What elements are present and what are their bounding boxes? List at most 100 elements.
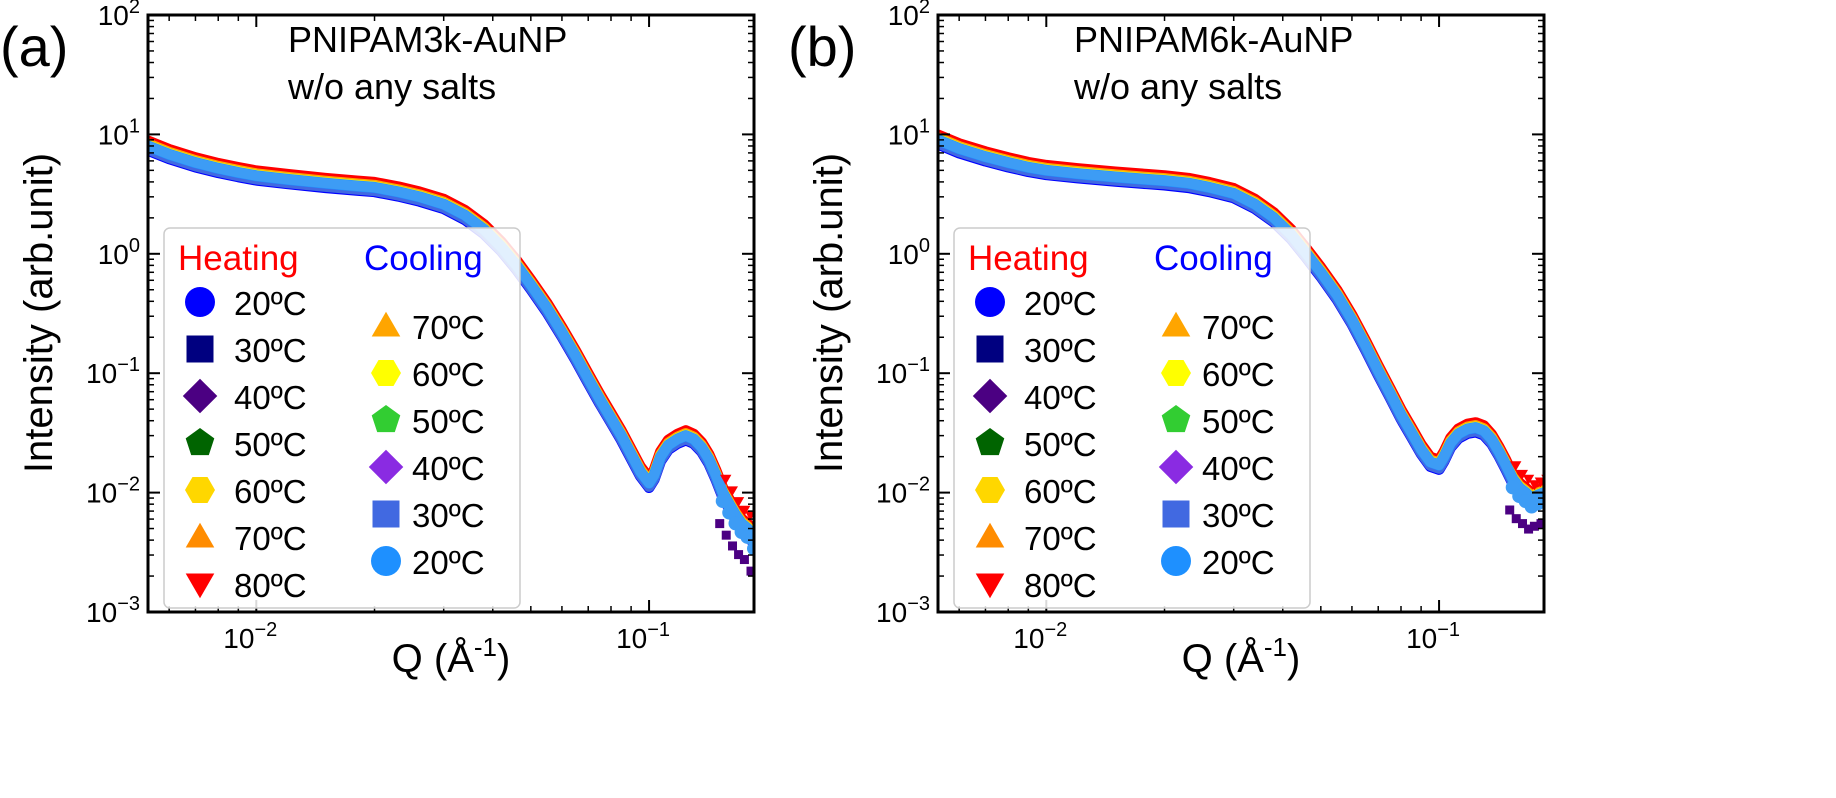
legend-marker-diamond (1158, 449, 1194, 485)
legend-box (953, 227, 1311, 609)
chart-title-line: PNIPAM6k-AuNP (1074, 19, 1353, 60)
legend-marker-diamond (972, 378, 1008, 414)
legend-heading-cooling: Cooling (364, 239, 483, 278)
y-axis-label: Intensity (arb.unit) (17, 153, 61, 473)
legend-entry-cooling: 30ºC (412, 497, 485, 534)
legend-marker-triangle-down (185, 573, 215, 599)
data-point (746, 566, 754, 576)
data-point (1534, 477, 1544, 488)
legend-marker-hexagon (975, 477, 1005, 503)
data-point (1529, 521, 1539, 531)
legend-entry-heating: 50ºC (234, 426, 307, 463)
x-axis-label-superscript: -1 (474, 632, 497, 662)
plot-frame (146, 13, 756, 614)
legend-entry-cooling: 70ºC (412, 309, 485, 346)
legend-heading-heating: Heating (968, 239, 1089, 278)
legend-marker-pentagon (1161, 405, 1191, 433)
legend-entry-heating: 40ºC (1024, 379, 1097, 416)
legend: Heating Cooling 20ºC 30ºC 40ºC 50ºC 60ºC 70ºC 80… (953, 227, 1311, 609)
x-axis-label: Q (Å-1) (1182, 632, 1301, 681)
panel-label: (a) (0, 15, 68, 78)
y-tick-label-base: 10 (86, 478, 117, 509)
legend-entry-cooling: 40ºC (412, 450, 485, 487)
legend-entry-heating: 20ºC (1024, 285, 1097, 322)
y-tick-label-exponent: −3 (117, 593, 140, 615)
data-series-group (938, 129, 1544, 534)
x-tick-label-exponent: −2 (254, 619, 277, 641)
x-tick-label: 10−1 (1406, 619, 1460, 654)
legend-heading-heating: Heating (178, 239, 299, 278)
data-point (720, 474, 732, 485)
legend-marker-pentagon (371, 405, 401, 433)
y-tick-label-base: 10 (98, 119, 129, 150)
legend-marker-circle (185, 287, 215, 317)
data-point (1518, 519, 1528, 529)
y-tick-label-exponent: 1 (129, 115, 140, 137)
data-point (1522, 474, 1535, 485)
legend-marker-circle (371, 546, 401, 576)
series-line-cooling-20c-top (938, 134, 1544, 504)
legend-entry-heating: 70ºC (234, 520, 307, 557)
plot-frame (936, 13, 1546, 614)
data-point (721, 530, 731, 540)
legend-marker-triangle-up (371, 311, 401, 337)
x-tick-label-exponent: −1 (1437, 619, 1460, 641)
chart-title-line: w/o any salts (287, 66, 496, 107)
x-tick-label: 10−2 (223, 619, 277, 654)
y-tick-label-exponent: 0 (129, 235, 140, 257)
legend-marker-pentagon (185, 428, 215, 456)
y-tick-label: 102 (888, 0, 930, 31)
legend-marker-square (186, 335, 214, 363)
legend-entry-cooling: 70ºC (1202, 309, 1275, 346)
data-point (1510, 461, 1522, 472)
legend-marker-triangle-up (975, 522, 1005, 548)
x-tick-label-base: 10 (616, 623, 647, 654)
data-point (726, 486, 738, 497)
legend-marker-hexagon (1161, 360, 1191, 386)
legend-marker-triangle-up (185, 522, 215, 548)
legend-marker-circle (975, 287, 1005, 317)
y-tick-label: 100 (888, 235, 930, 270)
y-tick-label-base: 10 (98, 0, 129, 31)
data-point (744, 510, 754, 521)
legend-entry-heating: 30ºC (234, 332, 307, 369)
y-tick-label: 100 (98, 235, 140, 270)
x-axis-label-text: Q (Å (1182, 636, 1265, 681)
y-tick-label: 10−2 (876, 474, 930, 509)
legend-heading-cooling: Cooling (1154, 239, 1273, 278)
legend-entry-heating: 80ºC (234, 567, 307, 604)
y-tick-label-base: 10 (86, 358, 117, 389)
data-point (738, 505, 751, 516)
y-tick-label-exponent: 0 (919, 235, 930, 257)
y-tick-label-exponent: 2 (919, 0, 930, 18)
chart-title-line: PNIPAM3k-AuNP (288, 19, 567, 60)
legend-marker-hexagon (371, 360, 401, 386)
legend-marker-diamond (368, 449, 404, 485)
y-tick-label: 10−2 (86, 474, 140, 509)
series-line-cooling-20c-top (148, 141, 754, 546)
data-point (1528, 480, 1541, 491)
data-point (747, 541, 754, 556)
x-tick-label: 10−1 (616, 619, 670, 654)
y-tick-label-exponent: −3 (907, 593, 930, 615)
legend-entry-cooling: 50ºC (412, 403, 485, 440)
legend-marker-circle (1161, 546, 1191, 576)
y-tick-label: 10−3 (86, 593, 140, 628)
y-tick-label: 102 (98, 0, 140, 31)
x-tick-label-base: 10 (223, 623, 254, 654)
legend-entry-heating: 80ºC (1024, 567, 1097, 604)
y-tick-label: 10−3 (876, 593, 930, 628)
legend-marker-square (976, 335, 1004, 363)
y-tick-label-exponent: −1 (117, 354, 140, 376)
panel-label: (b) (788, 15, 856, 78)
data-point (715, 519, 725, 529)
y-tick-label-exponent: −2 (117, 474, 140, 496)
legend-entry-cooling: 60ºC (1202, 356, 1275, 393)
data-point (722, 505, 737, 520)
legend-marker-square (372, 500, 400, 528)
legend-entry-cooling: 20ºC (412, 544, 485, 581)
x-tick-label-exponent: −1 (647, 619, 670, 641)
data-point (734, 550, 744, 560)
y-tick-label-base: 10 (86, 597, 117, 628)
